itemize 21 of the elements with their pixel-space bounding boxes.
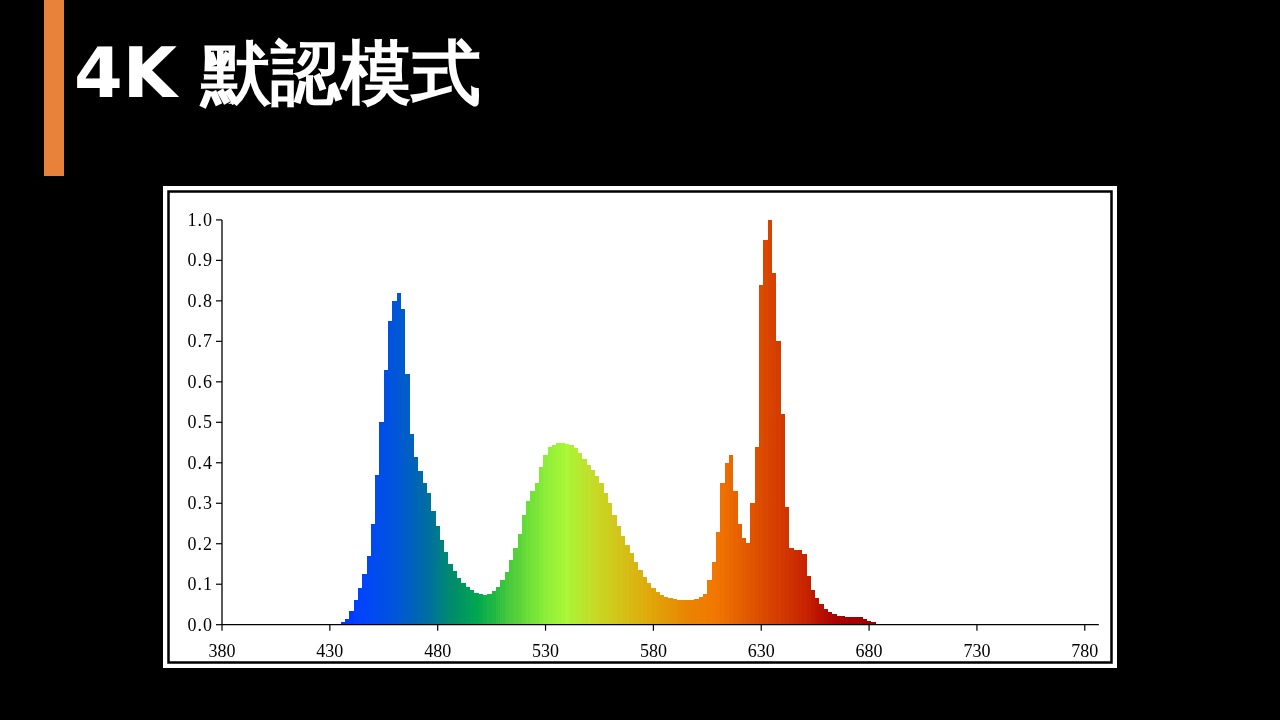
x-tick-label: 530 (532, 640, 560, 661)
y-tick-label: 0.1 (187, 574, 213, 595)
x-tick-label: 580 (639, 640, 667, 661)
y-tick-label: 0.0 (187, 614, 213, 635)
y-tick-label: 1.0 (187, 209, 213, 230)
y-tick-label: 0.4 (187, 452, 213, 473)
y-tick-label: 0.9 (187, 250, 213, 271)
x-tick-label: 680 (855, 640, 883, 661)
y-tick-label: 0.3 (187, 493, 213, 514)
y-tick-label: 0.8 (187, 290, 213, 311)
y-tick-label: 0.6 (187, 371, 213, 392)
x-tick-label: 380 (208, 640, 236, 661)
y-tick-label: 0.5 (187, 412, 213, 433)
x-tick-label: 780 (1071, 640, 1099, 661)
y-tick-label: 0.7 (187, 331, 213, 352)
x-tick-label: 730 (963, 640, 991, 661)
x-tick-label: 430 (316, 640, 344, 661)
x-tick-label: 630 (747, 640, 775, 661)
title: 4K 默認模式 (74, 32, 482, 114)
y-tick-label: 0.2 (187, 533, 213, 554)
x-tick-label: 480 (424, 640, 452, 661)
